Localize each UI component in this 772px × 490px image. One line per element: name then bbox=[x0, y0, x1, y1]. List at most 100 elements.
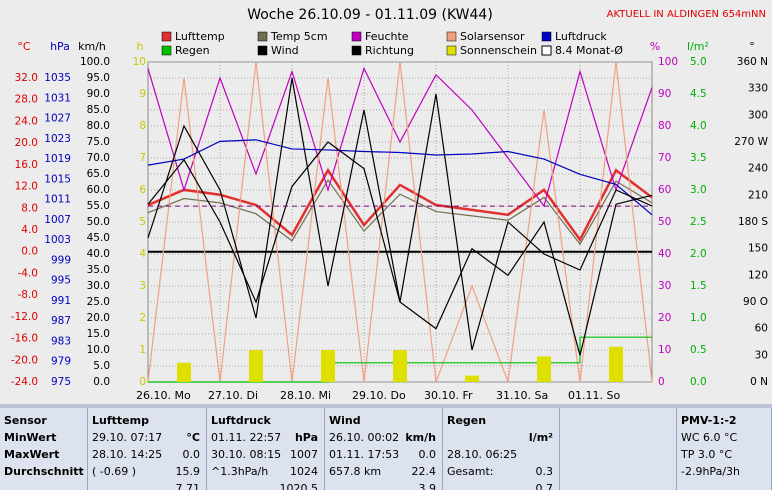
tick-label: 120 bbox=[748, 269, 768, 281]
header-unit: °C bbox=[186, 431, 200, 444]
cell-left: ^1.3hPa/h bbox=[211, 465, 269, 478]
tick-label: 7 bbox=[139, 152, 146, 164]
tick-label: 55.0 bbox=[87, 200, 110, 212]
legend-label: Lufttemp bbox=[175, 30, 225, 43]
cell-left: 01.11. 22:57 bbox=[211, 431, 282, 444]
tick-label: 35.0 bbox=[87, 264, 110, 276]
series-line bbox=[147, 139, 653, 216]
tick-label: 12.0 bbox=[15, 181, 38, 193]
tick-label: -24.0 bbox=[11, 376, 38, 388]
tick-label: 32.0 bbox=[15, 72, 38, 84]
table-cell: Gesamt: 0.7 bbox=[447, 463, 553, 490]
table-cell bbox=[447, 429, 553, 446]
tick-label: 95.0 bbox=[87, 72, 110, 84]
tick-label: 0.0 bbox=[93, 376, 110, 388]
tick-label: 10 bbox=[133, 56, 146, 68]
cell-right: 0.7 bbox=[535, 482, 554, 490]
tick-label: -12.0 bbox=[11, 311, 38, 323]
legend-swatch bbox=[161, 45, 172, 56]
tick-label: 5 bbox=[139, 216, 146, 228]
tick-label: 0 bbox=[139, 376, 146, 388]
cell-left: Gesamt: bbox=[447, 465, 494, 478]
tick-label: 1.5 bbox=[690, 280, 707, 292]
cell-right: 0.0 bbox=[182, 448, 201, 461]
table-column: PMV-1:-2 WC 6.0 °C TP 3.0 °C -2.9hPa/3h bbox=[677, 408, 772, 490]
header-name: Luftdruck bbox=[211, 414, 271, 427]
tick-label: 4 bbox=[139, 248, 146, 260]
tick-label: 6 bbox=[139, 184, 146, 196]
tick-label: 1035 bbox=[44, 72, 71, 84]
tick-label: 30 bbox=[755, 349, 768, 361]
tick-label: 10 bbox=[658, 344, 671, 356]
tick-label: 4.0 bbox=[690, 120, 707, 132]
tick-label: 3 bbox=[139, 280, 146, 292]
cell-left: 657.8 km bbox=[329, 465, 382, 478]
tick-label: 75.0 bbox=[87, 136, 110, 148]
tick-label: 210 bbox=[748, 189, 768, 201]
tick-label: 360 N bbox=[737, 56, 768, 68]
tick-label: 5.0 bbox=[93, 360, 110, 372]
table-column: Wind km/h 26.10. 00:02 0.0 01.11. 17:53 22.4 6… bbox=[325, 408, 443, 490]
cell-right: 7.71 bbox=[175, 482, 201, 490]
legend-label: Wind bbox=[271, 44, 299, 57]
tick-label: 4.5 bbox=[690, 88, 707, 100]
cell-right: 0.0 bbox=[418, 448, 437, 461]
tick-label: -4.0 bbox=[18, 267, 39, 279]
tick-label: -8.0 bbox=[18, 289, 39, 301]
tick-label: 4.0 bbox=[21, 224, 38, 236]
table-cell: 29.10. 07:17 0.0 bbox=[92, 429, 200, 461]
tick-label: 100 bbox=[658, 56, 678, 68]
tick-label: 0 bbox=[658, 376, 665, 388]
tick-label: 330 bbox=[748, 83, 768, 95]
axis-unit: % bbox=[650, 40, 660, 53]
tick-label: 983 bbox=[51, 335, 71, 347]
tick-label: 9 bbox=[139, 88, 146, 100]
tick-label: 8.0 bbox=[21, 202, 38, 214]
tick-label: 987 bbox=[51, 315, 71, 327]
x-tick-label: 31.10. Sa bbox=[496, 389, 548, 402]
tick-label: 0.5 bbox=[690, 344, 707, 356]
column-header: Wind km/h bbox=[329, 412, 436, 444]
tick-label: -20.0 bbox=[11, 354, 38, 366]
tick-label: 8 bbox=[139, 120, 146, 132]
tick-label: 16.0 bbox=[15, 159, 38, 171]
tick-label: 1003 bbox=[44, 234, 71, 246]
legend-label: Feuchte bbox=[365, 30, 409, 43]
tick-label: 240 bbox=[748, 163, 768, 175]
tick-label: 1011 bbox=[44, 194, 71, 206]
legend-label: Luftdruck bbox=[555, 30, 607, 43]
tick-label: 28.0 bbox=[15, 94, 38, 106]
legend-swatch bbox=[161, 31, 172, 42]
table-column: Sensor MinWert MaxWert Durchschnitt bbox=[0, 408, 88, 490]
tick-label: 300 bbox=[748, 109, 768, 121]
cell-left: 26.10. 00:02 bbox=[329, 431, 400, 444]
legend-label: Solarsensor bbox=[460, 30, 525, 43]
x-tick-label: 28.10. Mi bbox=[280, 389, 331, 402]
legend-swatch bbox=[257, 45, 268, 56]
tick-label: 0 N bbox=[750, 376, 768, 388]
x-tick-label: 01.11. So bbox=[568, 389, 620, 402]
tick-label: 65.0 bbox=[87, 168, 110, 180]
series-line bbox=[147, 61, 653, 383]
tick-label: 15.0 bbox=[87, 328, 110, 340]
tick-label: 60 bbox=[755, 323, 768, 335]
cell-left: 28.10. 14:25 bbox=[92, 448, 163, 461]
x-tick-label: 29.10. Do bbox=[352, 389, 406, 402]
cell-right: 15.9 bbox=[175, 465, 201, 478]
tick-label: 100.0 bbox=[80, 56, 110, 68]
tick-label: 3.0 bbox=[690, 184, 707, 196]
axis-unit: h bbox=[137, 40, 144, 53]
tick-label: 995 bbox=[51, 275, 71, 287]
cell-right: 3.9 bbox=[418, 482, 437, 490]
header-name: Regen bbox=[447, 414, 487, 427]
legend-label: Sonnenschein bbox=[460, 44, 537, 57]
cell-right: 1007 bbox=[290, 448, 318, 461]
tick-label: 20.0 bbox=[15, 137, 38, 149]
tick-label: 0.0 bbox=[690, 376, 707, 388]
tick-label: 1 bbox=[139, 344, 146, 356]
tick-label: 270 W bbox=[734, 136, 768, 148]
tick-label: 3.5 bbox=[690, 152, 707, 164]
table-cell: 01.11. 17:53 22.4 bbox=[329, 446, 436, 478]
axis-unit: °C bbox=[17, 40, 31, 53]
tick-label: -16.0 bbox=[11, 333, 38, 345]
